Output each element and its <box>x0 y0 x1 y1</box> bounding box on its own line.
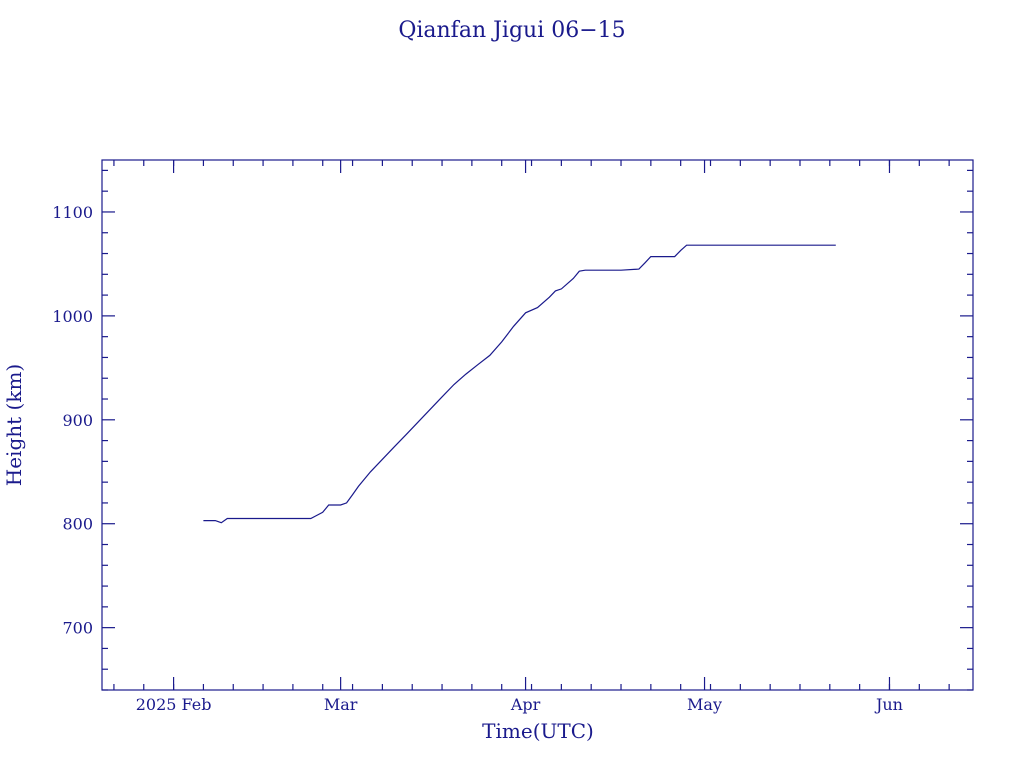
tick-labels: 700 800 900 1000 1100 2025 Feb Mar Apr May Jun <box>52 203 903 714</box>
axis-ticks <box>102 160 973 691</box>
y-tick-label: 1000 <box>52 307 93 326</box>
x-tick-label: Mar <box>324 695 358 714</box>
y-tick-label: 1100 <box>52 203 93 222</box>
y-tick-label: 900 <box>62 411 93 430</box>
x-axis-title: Time(UTC) <box>482 719 594 743</box>
x-tick-label: May <box>687 695 722 714</box>
x-tick-label: Apr <box>510 695 541 714</box>
series-group <box>203 244 836 524</box>
x-tick-label: Jun <box>874 695 903 714</box>
plot-frame <box>101 159 974 691</box>
y-tick-label: 800 <box>62 515 93 534</box>
chart-title: Qianfan Jigui 06−15 <box>398 18 625 43</box>
y-tick-label: 700 <box>62 619 93 638</box>
y-axis-title: Height (km) <box>2 364 26 486</box>
x-tick-label: 2025 Feb <box>136 695 212 714</box>
height-series-line <box>203 244 836 524</box>
